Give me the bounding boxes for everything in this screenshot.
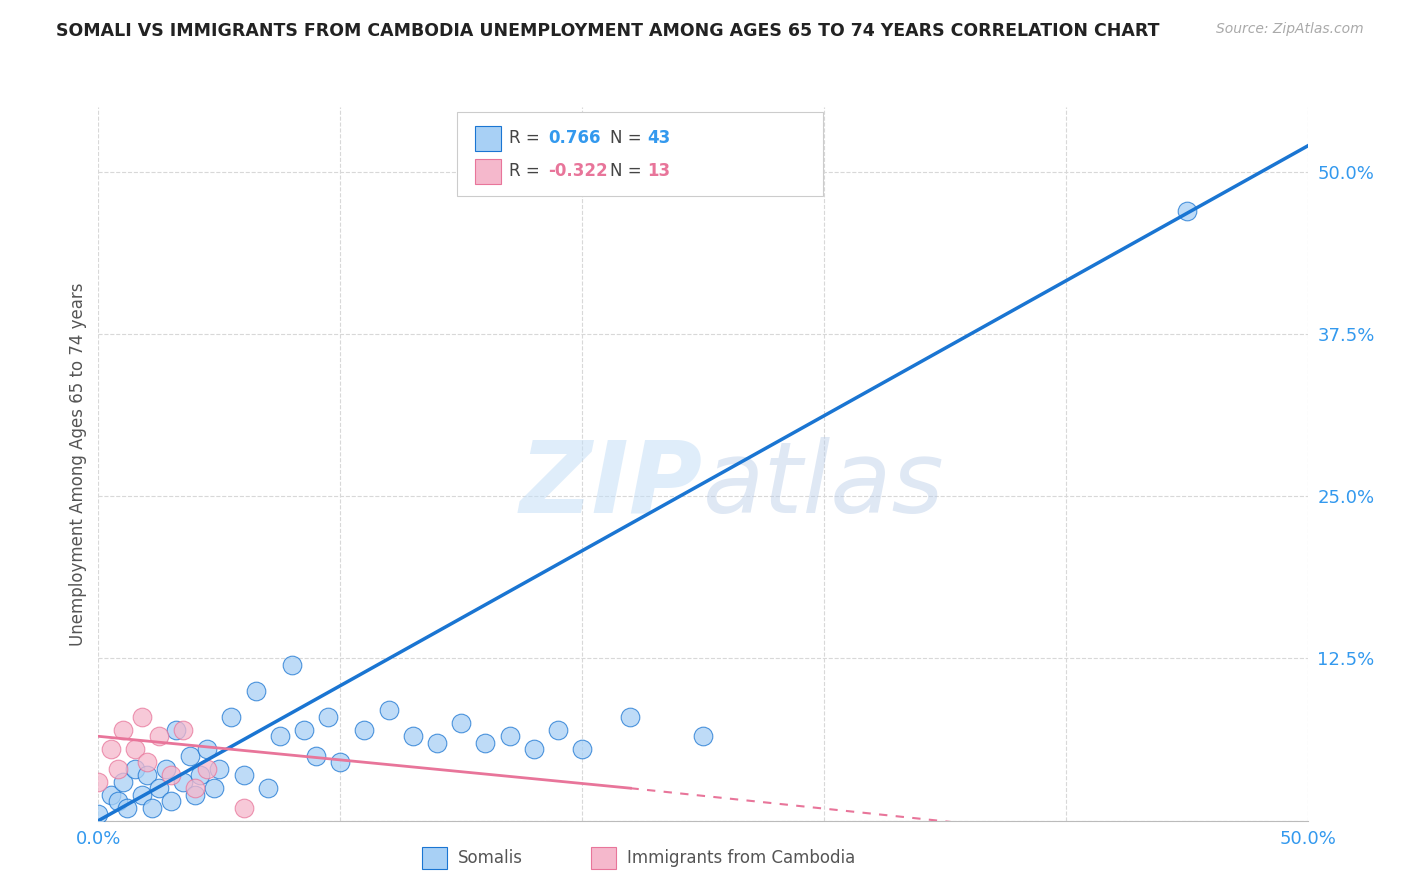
Point <box>111 774 134 789</box>
Text: SOMALI VS IMMIGRANTS FROM CAMBODIA UNEMPLOYMENT AMONG AGES 65 TO 74 YEARS CORREL: SOMALI VS IMMIGRANTS FROM CAMBODIA UNEMP… <box>56 22 1160 40</box>
Point <box>179 748 201 763</box>
Text: ZIP: ZIP <box>520 437 703 533</box>
Point <box>571 742 593 756</box>
Point <box>87 774 110 789</box>
Point <box>148 729 170 743</box>
Text: Source: ZipAtlas.com: Source: ZipAtlas.com <box>1216 22 1364 37</box>
Text: N =: N = <box>610 129 647 147</box>
Point <box>155 762 177 776</box>
Point <box>148 781 170 796</box>
Point <box>692 729 714 743</box>
Point <box>281 657 304 672</box>
Point <box>305 748 328 763</box>
Point <box>232 800 254 814</box>
Text: N =: N = <box>610 162 647 180</box>
Point <box>111 723 134 737</box>
Point <box>619 710 641 724</box>
Point <box>135 768 157 782</box>
Y-axis label: Unemployment Among Ages 65 to 74 years: Unemployment Among Ages 65 to 74 years <box>69 282 87 646</box>
Point <box>450 716 472 731</box>
Point <box>117 800 139 814</box>
Point <box>204 781 226 796</box>
Point <box>377 703 399 717</box>
Point <box>184 788 207 802</box>
Text: 13: 13 <box>647 162 669 180</box>
Point <box>195 742 218 756</box>
Point <box>141 800 163 814</box>
Point <box>316 710 339 724</box>
Point <box>100 742 122 756</box>
Point <box>292 723 315 737</box>
Point <box>100 788 122 802</box>
Point <box>188 768 211 782</box>
Point <box>1175 203 1198 218</box>
Point <box>87 807 110 822</box>
Point <box>124 762 146 776</box>
Point <box>172 774 194 789</box>
Text: R =: R = <box>509 129 546 147</box>
Point <box>426 736 449 750</box>
Point <box>107 794 129 808</box>
Point <box>184 781 207 796</box>
Point <box>160 768 183 782</box>
Point <box>172 723 194 737</box>
Point <box>353 723 375 737</box>
Point <box>124 742 146 756</box>
Point <box>107 762 129 776</box>
Point <box>256 781 278 796</box>
Point <box>547 723 569 737</box>
Point <box>195 762 218 776</box>
Point <box>131 788 153 802</box>
Point <box>245 684 267 698</box>
Text: 0.766: 0.766 <box>548 129 600 147</box>
Point <box>329 756 352 770</box>
Point <box>165 723 187 737</box>
Text: Somalis: Somalis <box>458 849 523 867</box>
Text: 43: 43 <box>647 129 671 147</box>
Text: Immigrants from Cambodia: Immigrants from Cambodia <box>627 849 855 867</box>
Point <box>402 729 425 743</box>
Text: -0.322: -0.322 <box>548 162 607 180</box>
Point <box>221 710 243 724</box>
Point <box>131 710 153 724</box>
Text: atlas: atlas <box>703 437 945 533</box>
Point <box>135 756 157 770</box>
Point <box>208 762 231 776</box>
Point <box>474 736 496 750</box>
Point <box>269 729 291 743</box>
Point <box>160 794 183 808</box>
Point <box>232 768 254 782</box>
Point <box>498 729 520 743</box>
Text: R =: R = <box>509 162 546 180</box>
Point <box>523 742 546 756</box>
